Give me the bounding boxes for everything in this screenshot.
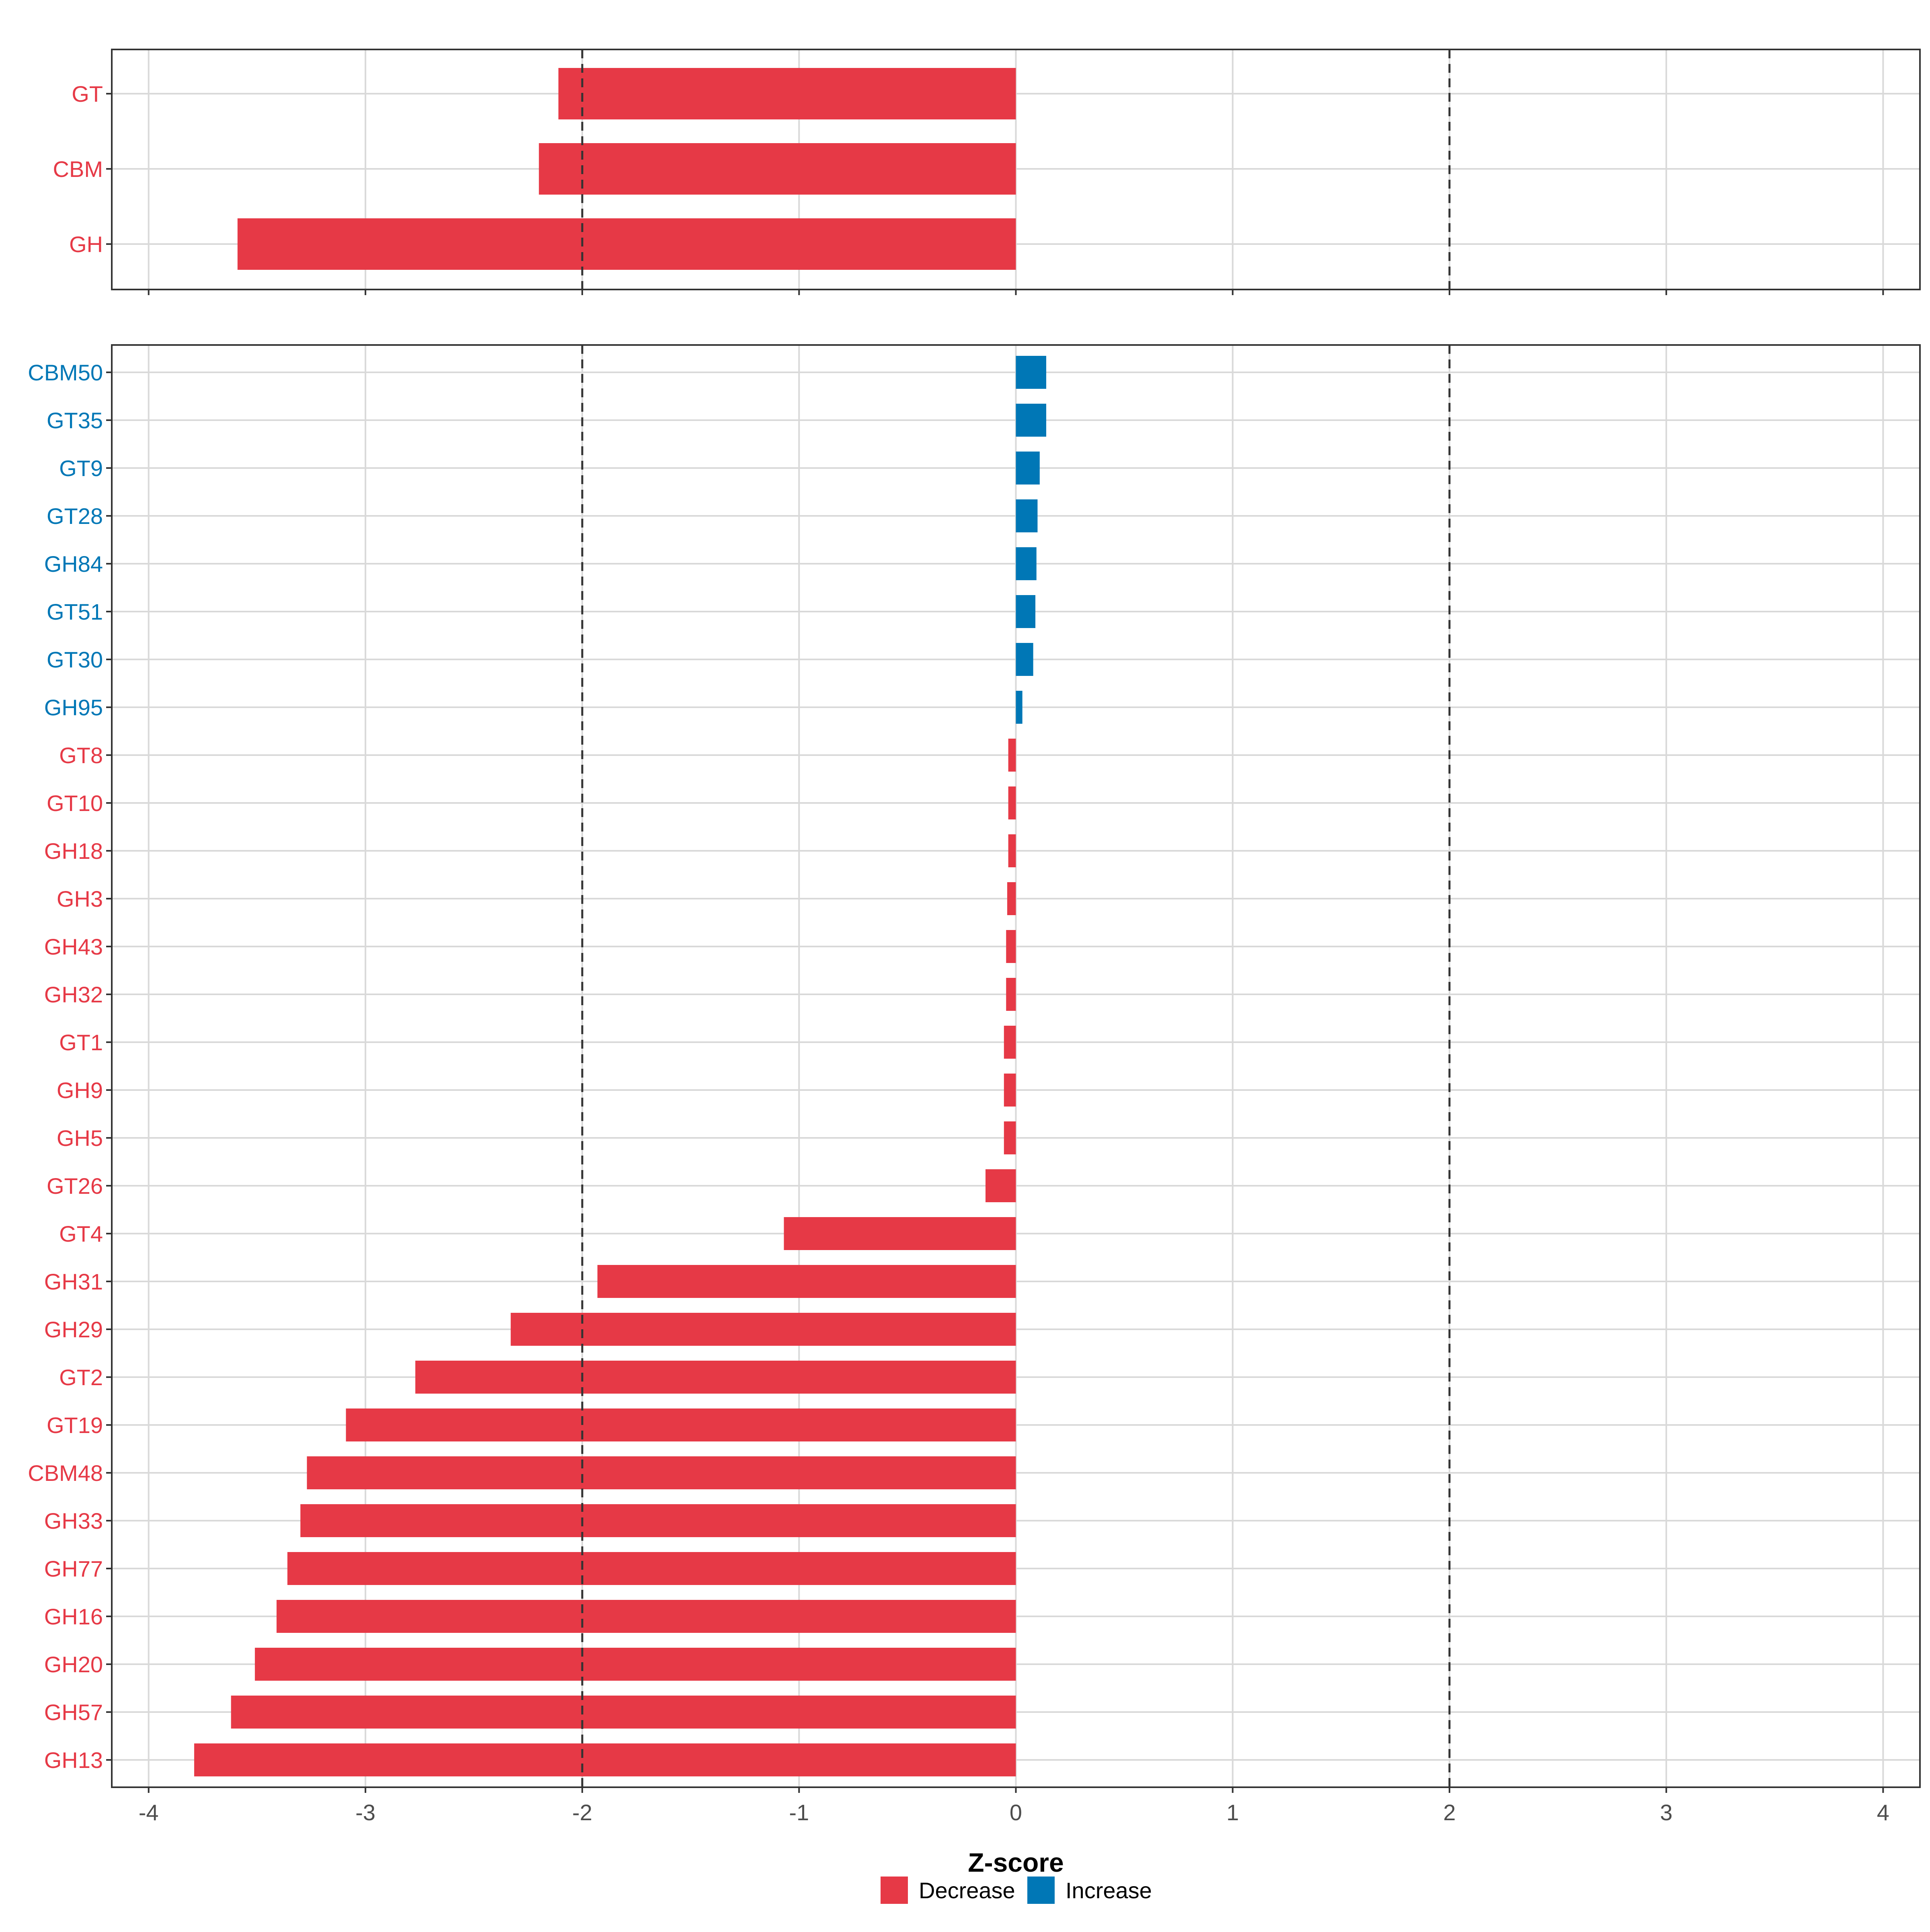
x-tick-label: -1 bbox=[789, 1800, 809, 1825]
bar bbox=[597, 1265, 1016, 1298]
bar bbox=[1004, 1026, 1016, 1059]
bar bbox=[1008, 739, 1016, 772]
category-label: GT51 bbox=[47, 599, 103, 624]
x-tick-label: -2 bbox=[572, 1800, 592, 1825]
bar bbox=[1007, 882, 1016, 915]
category-label: GT4 bbox=[59, 1221, 103, 1246]
bar bbox=[255, 1648, 1016, 1681]
legend-swatch-increase bbox=[1027, 1877, 1055, 1904]
bar bbox=[276, 1600, 1016, 1633]
category-label: GH18 bbox=[44, 838, 103, 864]
bar bbox=[784, 1217, 1016, 1250]
chart-panels: GT CBM GH CBM50 GT35 GT9 GT28 GH84 GT51 GT30 GH95 G… bbox=[28, 49, 1921, 1825]
bar bbox=[539, 143, 1016, 195]
category-label: GT35 bbox=[47, 408, 103, 433]
category-label: CBM bbox=[53, 156, 103, 182]
category-label: GH95 bbox=[44, 695, 103, 720]
bar bbox=[1008, 786, 1016, 819]
bar bbox=[1016, 643, 1033, 676]
category-label: GH32 bbox=[44, 982, 103, 1007]
category-label: GH5 bbox=[57, 1125, 103, 1151]
x-tick-label: 4 bbox=[1877, 1800, 1889, 1825]
bar bbox=[1016, 356, 1046, 389]
x-tick-label: -4 bbox=[139, 1800, 159, 1825]
bar bbox=[511, 1313, 1016, 1346]
category-label: GH84 bbox=[44, 551, 103, 577]
bar bbox=[287, 1552, 1016, 1585]
threshold-lines bbox=[581, 345, 1451, 1787]
category-label: GH57 bbox=[44, 1700, 103, 1725]
bars bbox=[194, 356, 1046, 1776]
category-label: GT10 bbox=[47, 790, 103, 816]
category-label: GH20 bbox=[44, 1652, 103, 1677]
chart-panel-bottom: CBM50GT35GT9GT28GH84GT51GT30GH95GT8GT10G… bbox=[28, 344, 1921, 1825]
category-label: GH31 bbox=[44, 1269, 103, 1294]
category-label: CBM48 bbox=[28, 1460, 103, 1486]
category-label: GT26 bbox=[47, 1173, 103, 1199]
bar bbox=[1016, 547, 1037, 580]
bar bbox=[237, 218, 1016, 270]
bar bbox=[986, 1169, 1016, 1202]
category-label: GT30 bbox=[47, 647, 103, 672]
category-label: GH16 bbox=[44, 1604, 103, 1629]
bar bbox=[231, 1696, 1016, 1729]
bar bbox=[307, 1456, 1016, 1489]
bar bbox=[346, 1408, 1016, 1441]
bars bbox=[237, 68, 1016, 270]
x-tick-label: -3 bbox=[355, 1800, 376, 1825]
category-label: CBM50 bbox=[28, 360, 103, 385]
x-axis bbox=[148, 289, 1884, 295]
category-label: GT19 bbox=[47, 1413, 103, 1438]
bar bbox=[1016, 452, 1040, 485]
bar bbox=[558, 68, 1016, 119]
bar bbox=[1006, 978, 1016, 1011]
bar bbox=[1016, 499, 1038, 532]
category-label: GT8 bbox=[59, 743, 103, 768]
bar bbox=[1008, 834, 1016, 867]
legend: Decrease Increase bbox=[881, 1877, 1152, 1904]
category-label: GT2 bbox=[59, 1365, 103, 1390]
legend-swatch-decrease bbox=[881, 1877, 908, 1904]
category-label: GH3 bbox=[57, 886, 103, 912]
y-axis: CBM50 GT35 GT9 GT28 GH84 GT51 GT30 GH95 GT8 GT10 G… bbox=[28, 360, 112, 1773]
legend-label-decrease: Decrease bbox=[919, 1878, 1015, 1903]
legend-label-increase: Increase bbox=[1066, 1878, 1152, 1903]
category-label: GH9 bbox=[57, 1078, 103, 1103]
x-tick-label: 3 bbox=[1660, 1800, 1673, 1825]
bar bbox=[1004, 1121, 1016, 1154]
threshold-lines bbox=[581, 49, 1451, 289]
category-label: GH77 bbox=[44, 1556, 103, 1581]
category-label: GT28 bbox=[47, 503, 103, 529]
x-tick-label: 0 bbox=[1010, 1800, 1022, 1825]
category-label: GH13 bbox=[44, 1747, 103, 1773]
x-axis: -4 -3 -2 -1 0 1 2 3 4 bbox=[139, 1787, 1889, 1825]
vertical-gridlines bbox=[148, 345, 1884, 1787]
category-label: GH bbox=[69, 232, 103, 257]
bar bbox=[194, 1743, 1016, 1776]
bar bbox=[300, 1504, 1016, 1537]
bar bbox=[1016, 691, 1022, 724]
bar bbox=[1016, 595, 1036, 628]
bar bbox=[1006, 930, 1016, 963]
category-label: GT bbox=[72, 81, 103, 107]
category-label: GH43 bbox=[44, 934, 103, 959]
bar bbox=[1004, 1074, 1016, 1107]
y-axis: GT CBM GH bbox=[53, 81, 112, 257]
x-tick-label: 2 bbox=[1443, 1800, 1456, 1825]
x-tick-label: 1 bbox=[1226, 1800, 1239, 1825]
category-label: GH33 bbox=[44, 1508, 103, 1534]
bar bbox=[1016, 404, 1046, 437]
category-label: GT1 bbox=[59, 1030, 103, 1055]
category-label: GT9 bbox=[59, 456, 103, 481]
chart-panel-top: GT CBM GH bbox=[53, 49, 1921, 295]
bar bbox=[415, 1361, 1016, 1394]
x-axis-title: Z-score bbox=[968, 1848, 1064, 1877]
category-label: GH29 bbox=[44, 1317, 103, 1342]
